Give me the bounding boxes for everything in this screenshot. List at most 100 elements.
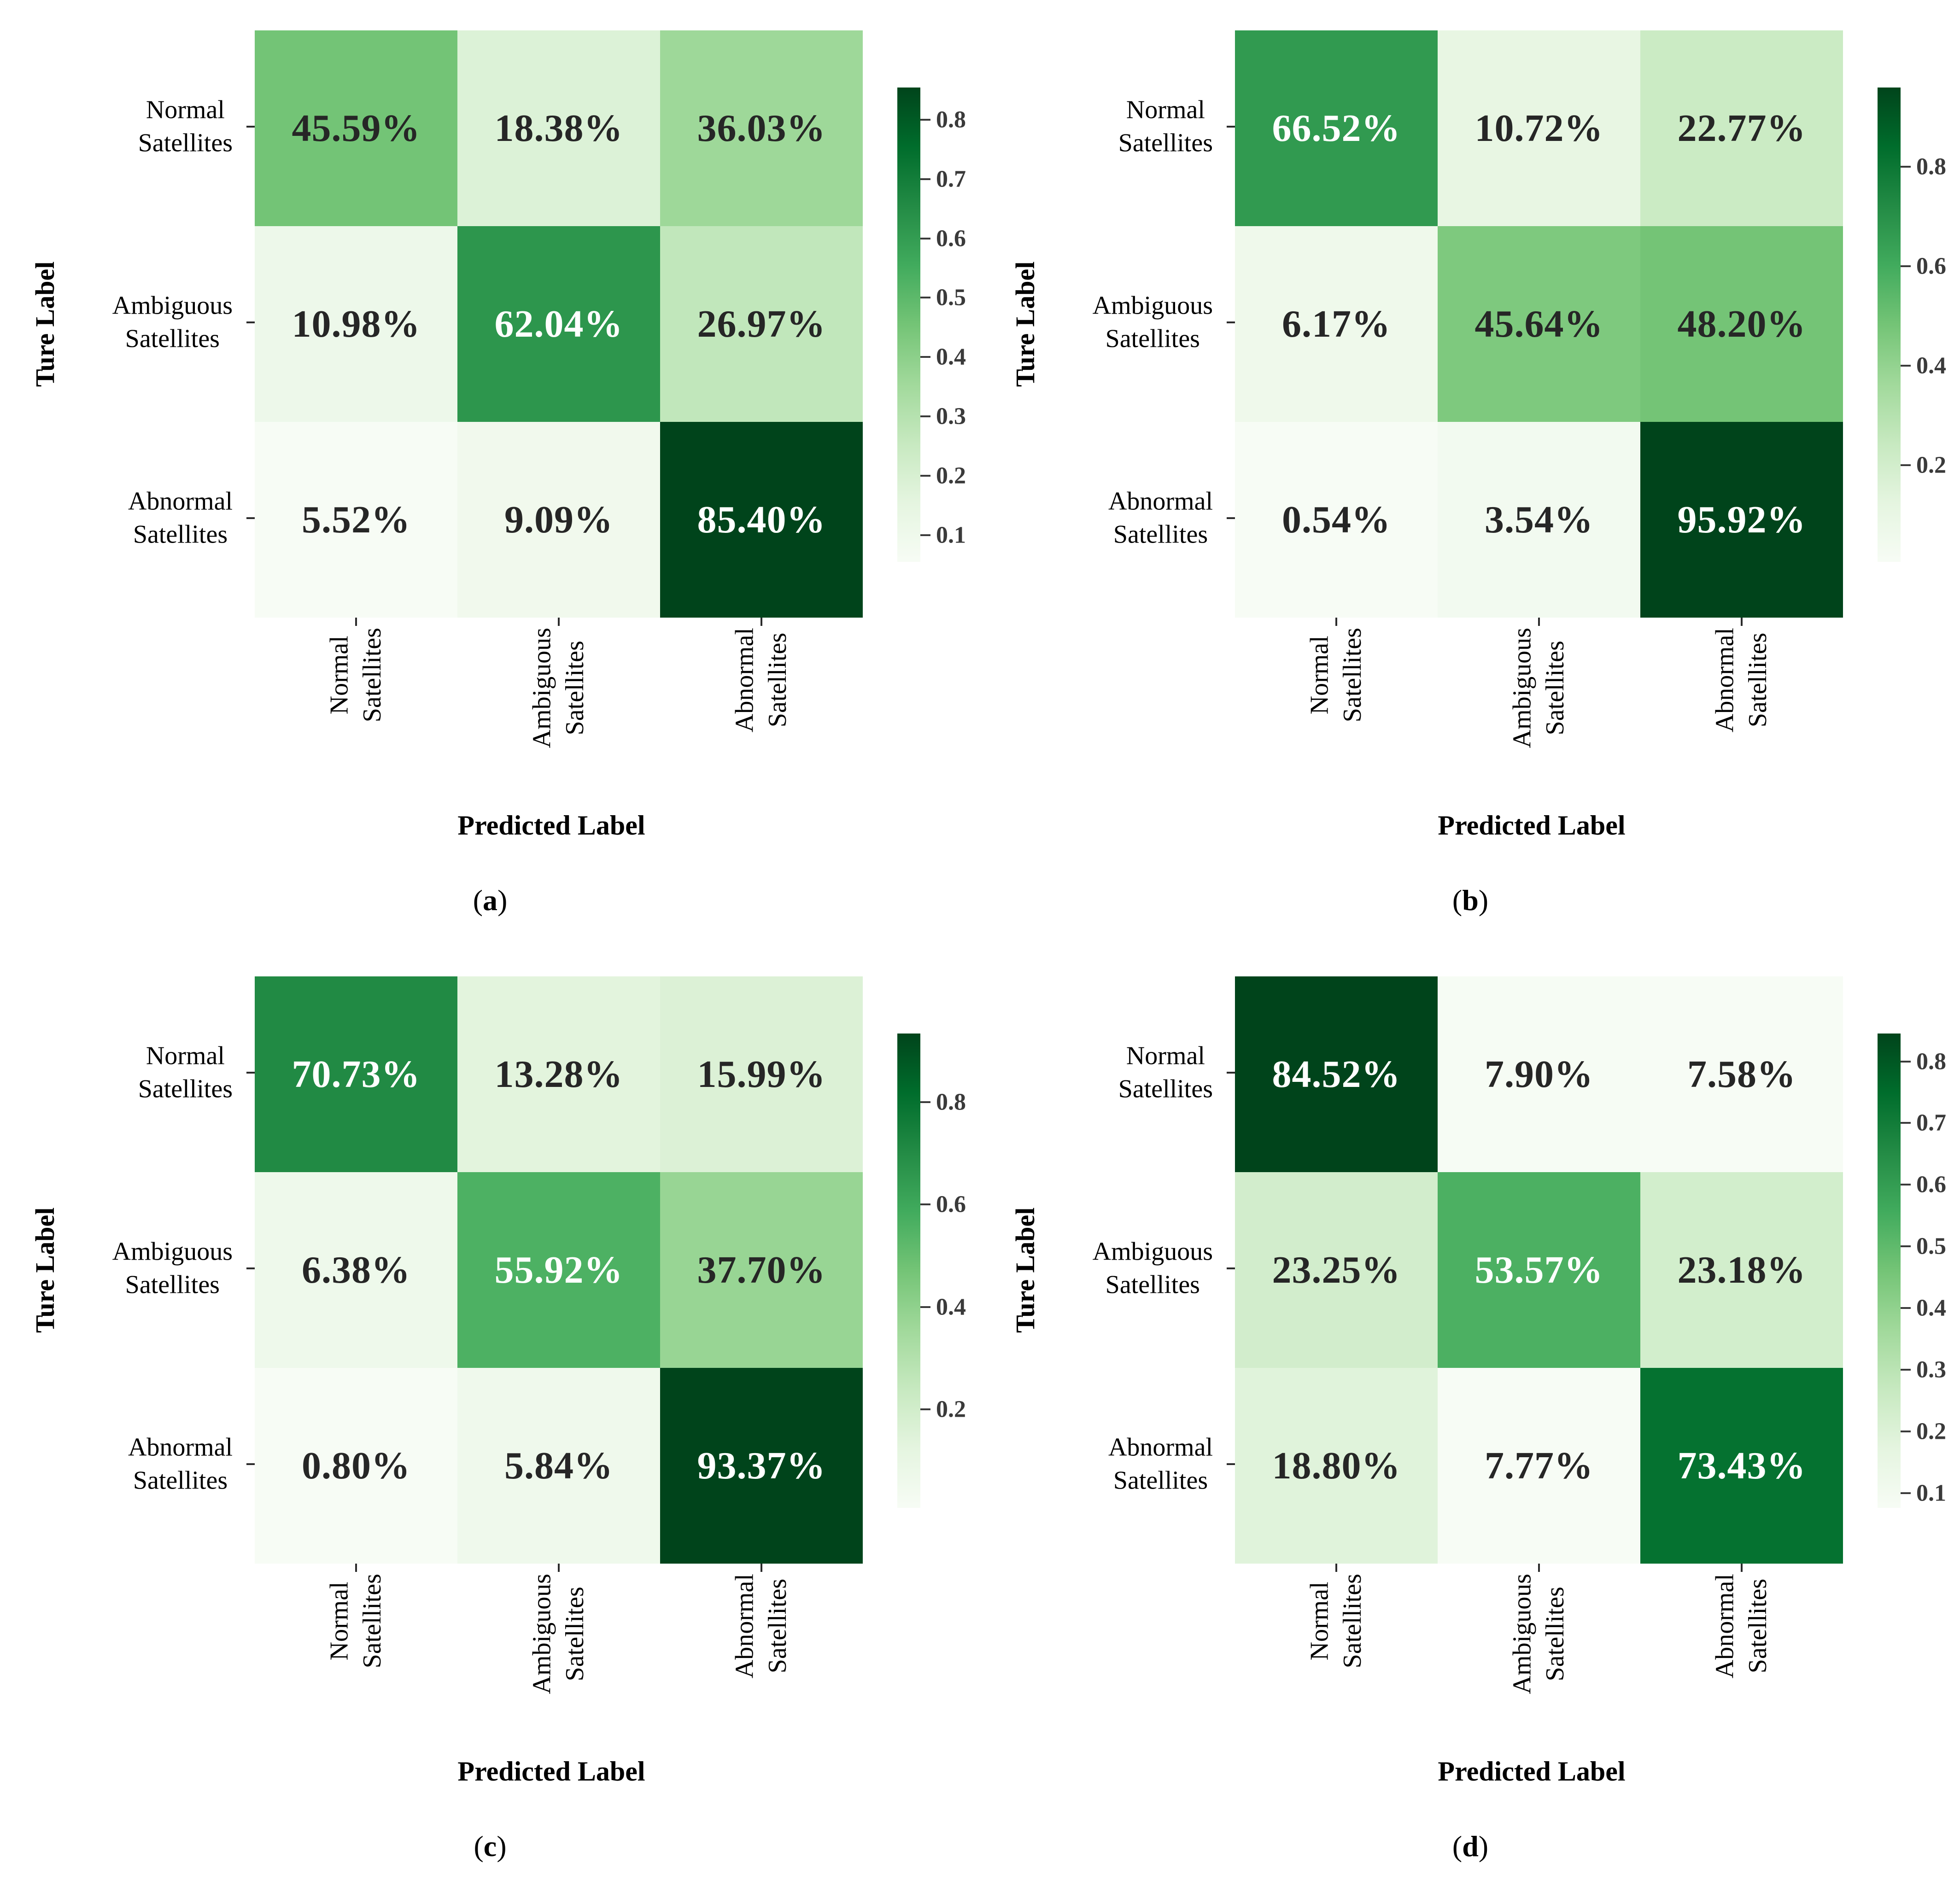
y-tick-label: Normal Satellites	[138, 1039, 233, 1105]
y-tick-mark	[1227, 517, 1235, 519]
colorbar-tick-mark	[1901, 1307, 1911, 1309]
colorbar-tick-mark	[1901, 364, 1911, 367]
x-tick-label-line: Satellites	[1541, 641, 1569, 736]
y-tick-mark	[246, 1072, 255, 1074]
heatmap-cell: 45.64%	[1438, 226, 1640, 422]
heatmap-cell: 73.43%	[1640, 1368, 1843, 1564]
colorbar: 0.8 0.7 0.6 0.5 0.4 0.3 0.2 0.1	[1878, 1034, 1960, 1508]
colorbar-tick-label: 0.1	[936, 522, 966, 549]
colorbar-tick-label: 0.6	[1916, 253, 1946, 280]
y-tick-mark	[1227, 321, 1235, 323]
caption-letter: d	[1462, 1830, 1479, 1863]
heatmap-cell: 13.28%	[457, 976, 660, 1172]
colorbar-tick-label: 0.4	[1916, 1295, 1946, 1321]
x-tick-label-line: Satellites	[1744, 632, 1772, 728]
colorbar-tick-label: 0.3	[1916, 1356, 1946, 1383]
y-tick-label-line: Normal	[1126, 1041, 1205, 1070]
colorbar-gradient	[1878, 88, 1901, 562]
y-tick-label: Abnormal Satellites	[128, 1431, 233, 1497]
heatmap-cell: 3.54%	[1438, 422, 1640, 618]
x-tick-label-line: Normal	[325, 636, 354, 715]
colorbar: 0.8 0.6 0.4 0.2	[1878, 88, 1960, 562]
y-tick-label-line: Satellites	[125, 1270, 220, 1299]
x-tick-label-line: Satellites	[1744, 1578, 1772, 1674]
heatmap-cell: 7.58%	[1640, 976, 1843, 1172]
y-axis-label: Ture Label	[30, 261, 60, 387]
colorbar-tick-label: 0.8	[1916, 1048, 1946, 1074]
x-tick-mark	[1538, 618, 1540, 626]
colorbar-tick-label: 0.1	[1916, 1480, 1946, 1507]
x-tick-label: Normal Satellites	[1303, 628, 1369, 722]
x-tick-label-line: Satellites	[763, 1578, 792, 1674]
colorbar-tick-mark	[920, 1203, 930, 1206]
heatmap-cell: 10.98%	[255, 226, 457, 422]
colorbar-tick-mark	[1901, 1060, 1911, 1063]
heatmap-cell: 7.90%	[1438, 976, 1640, 1172]
colorbar-gradient	[897, 88, 920, 562]
caption-paren-open: (	[1452, 884, 1463, 917]
y-tick-label: Normal Satellites	[138, 93, 233, 159]
x-tick-mark	[558, 618, 560, 626]
colorbar-tick-mark	[920, 1408, 930, 1411]
x-tick-label-line: Satellites	[1338, 628, 1367, 723]
x-tick-mark	[355, 1564, 357, 1572]
colorbar-gradient	[1878, 1034, 1901, 1508]
y-tick-label-line: Normal	[146, 95, 225, 124]
colorbar-tick-mark	[1901, 265, 1911, 267]
y-tick-label-line: Satellites	[125, 324, 220, 353]
y-tick-label: Ambiguous Satellites	[112, 289, 233, 355]
colorbar-tick-mark	[920, 297, 930, 299]
y-tick-label-line: Abnormal	[128, 487, 233, 516]
confusion-matrix-heatmap: 70.73% 13.28% 15.99% 6.38% 55.92% 37.70% 0.80%…	[255, 976, 863, 1564]
x-tick-mark	[1335, 1564, 1337, 1572]
caption-letter: a	[483, 884, 497, 917]
heatmap-cell: 93.37%	[660, 1368, 863, 1564]
x-tick-label-line: Satellites	[1338, 1574, 1367, 1669]
colorbar-gradient	[897, 1034, 920, 1508]
x-tick-label-line: Ambiguous	[527, 1574, 556, 1694]
y-tick-label-line: Ambiguous	[1092, 1237, 1213, 1266]
heatmap-cell: 66.52%	[1235, 30, 1438, 226]
y-tick-label-line: Abnormal	[1108, 487, 1213, 516]
x-tick-label-line: Normal	[1305, 1582, 1334, 1661]
x-tick-mark	[1741, 1564, 1743, 1572]
x-axis-label: Predicted Label	[1438, 1756, 1626, 1787]
x-tick-label: Ambiguous Satellites	[1506, 1574, 1572, 1694]
x-tick-label-line: Abnormal	[1710, 1574, 1739, 1679]
colorbar-tick-label: 0.4	[1916, 352, 1946, 379]
x-tick-mark	[1741, 618, 1743, 626]
caption-letter: b	[1462, 884, 1479, 917]
y-tick-mark	[1227, 126, 1235, 128]
heatmap-cell: 0.54%	[1235, 422, 1438, 618]
y-tick-label-line: Satellites	[1113, 1466, 1208, 1495]
x-tick-label: Normal Satellites	[1303, 1574, 1369, 1668]
x-tick-label: Abnormal Satellites	[728, 1574, 794, 1678]
y-axis-label: Ture Label	[1010, 261, 1040, 387]
confusion-matrix-heatmap: 45.59% 18.38% 36.03% 10.98% 62.04% 26.97% 5.52…	[255, 30, 863, 618]
y-tick-label: Ambiguous Satellites	[112, 1235, 233, 1301]
y-tick-label: Ambiguous Satellites	[1093, 1235, 1213, 1301]
x-tick-mark	[355, 618, 357, 626]
confusion-matrix-heatmap: 66.52% 10.72% 22.77% 6.17% 45.64% 48.20% 0.54%…	[1235, 30, 1843, 618]
y-tick-label-line: Ambiguous	[112, 291, 233, 320]
colorbar-tick-label: 0.6	[1916, 1171, 1946, 1198]
colorbar-tick-label: 0.7	[936, 166, 966, 193]
x-tick-label-line: Ambiguous	[527, 628, 556, 748]
caption-paren-open: (	[474, 1830, 484, 1863]
panel-caption: (b)	[1452, 883, 1488, 917]
heatmap-cell: 22.77%	[1640, 30, 1843, 226]
y-tick-mark	[246, 1267, 255, 1269]
caption-paren-open: (	[473, 884, 483, 917]
x-tick-mark	[1538, 1564, 1540, 1572]
heatmap-cell: 18.80%	[1235, 1368, 1438, 1564]
y-tick-label-line: Abnormal	[1108, 1433, 1213, 1462]
colorbar-tick-mark	[920, 534, 930, 537]
caption-paren-close: )	[497, 1830, 507, 1863]
y-tick-mark	[246, 321, 255, 323]
y-axis-label: Ture Label	[1010, 1207, 1040, 1333]
x-tick-label-line: Ambiguous	[1508, 1574, 1537, 1694]
y-tick-label-line: Satellites	[1105, 324, 1200, 353]
caption-paren-open: (	[1452, 1830, 1463, 1863]
heatmap-cell: 7.77%	[1438, 1368, 1640, 1564]
colorbar-tick-label: 0.3	[936, 403, 966, 430]
